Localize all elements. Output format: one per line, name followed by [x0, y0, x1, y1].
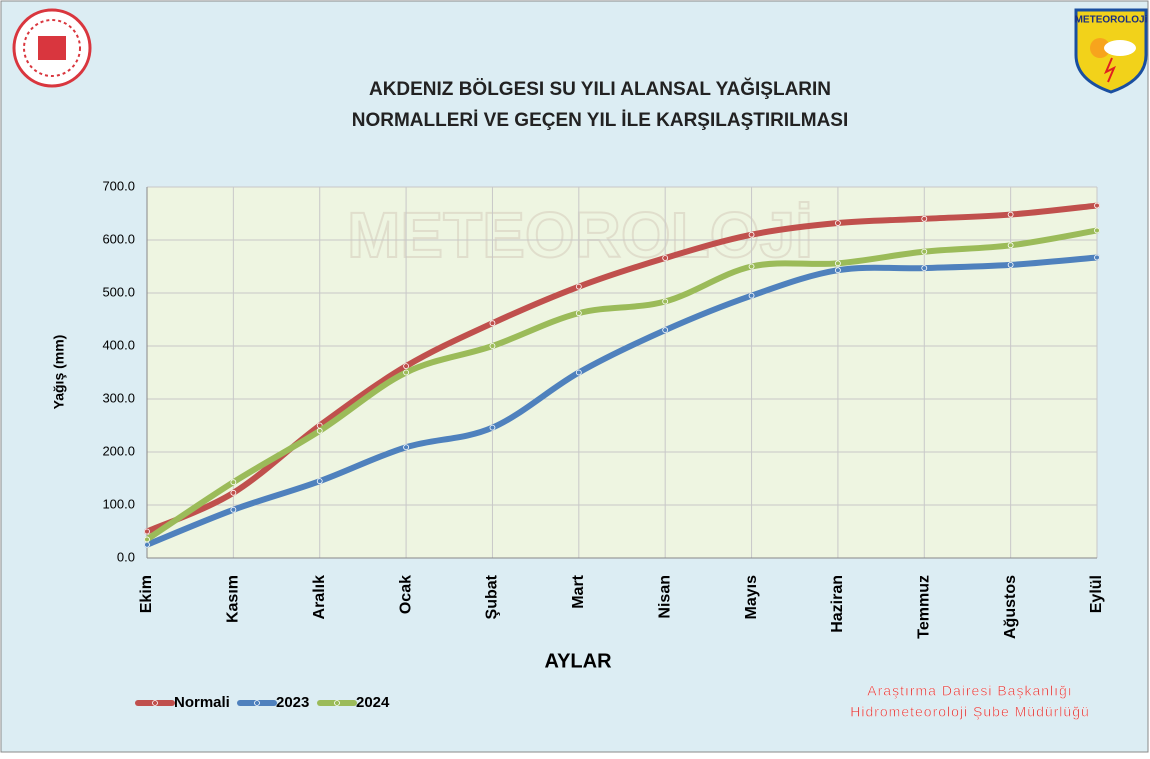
y-axis-label: Yağış (mm)	[51, 335, 67, 410]
data-point	[922, 249, 927, 254]
y-tick-label: 200.0	[102, 443, 135, 458]
data-point	[317, 479, 322, 484]
x-tick-label: Kasım	[225, 575, 242, 623]
data-point	[231, 480, 236, 485]
data-point	[1095, 203, 1100, 208]
x-tick-label: Aralık	[311, 575, 328, 620]
data-point	[835, 221, 840, 226]
footer-text: Hidrometeoroloji Şube Müdürlüğü	[850, 704, 1090, 720]
data-point	[404, 364, 409, 369]
data-point	[404, 445, 409, 450]
data-point	[145, 542, 150, 547]
data-point	[663, 256, 668, 261]
data-point	[1008, 243, 1013, 248]
data-point	[835, 268, 840, 273]
x-tick-label: Eylül	[1088, 575, 1105, 613]
chart-title: AKDENIZ BÖLGESI SU YILI ALANSAL YAĞIŞLAR…	[369, 78, 831, 100]
data-point	[749, 264, 754, 269]
data-point	[145, 529, 150, 534]
legend-label: Normali	[174, 694, 230, 711]
data-point	[490, 321, 495, 326]
y-tick-label: 400.0	[102, 337, 135, 352]
legend-label: 2023	[276, 694, 309, 711]
chart-title: NORMALLERİ VE GEÇEN YIL İLE KARŞILAŞTIRI…	[352, 110, 849, 131]
data-point	[490, 425, 495, 430]
x-tick-label: Nisan	[656, 575, 673, 619]
data-point	[1095, 255, 1100, 260]
data-point	[749, 232, 754, 237]
data-point	[490, 344, 495, 349]
footer-text: Araştırma Dairesi Başkanlığı	[867, 683, 1072, 699]
left-emblem	[14, 10, 90, 86]
data-point	[576, 284, 581, 289]
data-point	[576, 311, 581, 316]
x-axis-label: AYLAR	[544, 650, 612, 672]
legend-marker	[153, 701, 158, 706]
x-tick-label: Ağustos	[1002, 575, 1019, 639]
x-tick-label: Ekim	[138, 575, 155, 613]
legend-marker	[335, 701, 340, 706]
legend-marker	[255, 701, 260, 706]
data-point	[1008, 262, 1013, 267]
y-tick-label: 700.0	[102, 178, 135, 193]
data-point	[145, 537, 150, 542]
x-tick-label: Ocak	[397, 575, 414, 614]
y-tick-label: 500.0	[102, 284, 135, 299]
y-tick-label: 100.0	[102, 496, 135, 511]
data-point	[231, 490, 236, 495]
data-point	[1008, 212, 1013, 217]
data-point	[576, 370, 581, 375]
data-point	[749, 293, 754, 298]
data-point	[922, 266, 927, 271]
logo-text: METEOROLOJi	[1075, 15, 1148, 26]
data-point	[317, 428, 322, 433]
data-point	[663, 328, 668, 333]
data-point	[835, 261, 840, 266]
y-tick-label: 600.0	[102, 231, 135, 246]
x-tick-label: Mayıs	[743, 575, 760, 620]
x-tick-label: Mart	[570, 574, 587, 608]
data-point	[663, 299, 668, 304]
x-tick-label: Şubat	[484, 574, 501, 619]
y-tick-label: 0.0	[117, 549, 135, 564]
chart: METEOROLOJi METEOROLOJİ AKDENIZ BÖLGESI …	[0, 0, 1150, 754]
data-point	[404, 370, 409, 375]
data-point	[231, 507, 236, 512]
x-tick-label: Haziran	[829, 575, 846, 633]
legend-label: 2024	[356, 694, 390, 711]
y-tick-label: 300.0	[102, 390, 135, 405]
data-point	[1095, 228, 1100, 233]
data-point	[922, 216, 927, 221]
x-tick-label: Temmuz	[915, 575, 932, 639]
